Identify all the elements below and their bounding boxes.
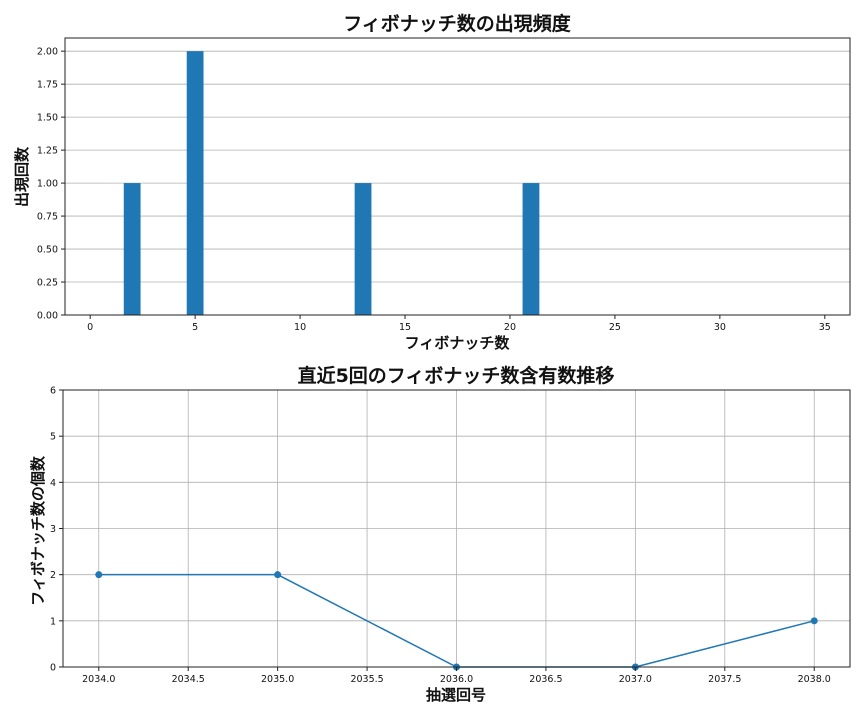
line-chart-y-tick-label: 1 <box>50 616 56 627</box>
bar-chart-x-tick-label: 5 <box>192 322 198 333</box>
line-chart-y-label: フィボナッチ数の個数 <box>29 455 47 606</box>
line-chart-x-tick-label: 2038.0 <box>798 674 831 685</box>
line-chart-y-tick-label: 4 <box>50 478 56 489</box>
bar-chart-x-axis: 0 5 10 15 20 25 30 35 <box>87 315 831 333</box>
bar-chart-y-tick-label: 0.50 <box>37 245 58 256</box>
bar-chart-y-tick-label: 0.00 <box>37 311 58 322</box>
bar-chart-y-tick-label: 0.75 <box>37 212 58 223</box>
line-chart-x-tick-label: 2034.5 <box>172 674 205 685</box>
bar-chart-y-tick-label: 0.25 <box>37 278 58 289</box>
bar-chart-y-label: 出現回数 <box>13 146 31 207</box>
line-chart-x-tick-label: 2037.5 <box>708 674 741 685</box>
line-chart: 直近5回のフィボナッチ数含有数推移 2034.0 2034.5 2035.0 2035… <box>29 364 851 704</box>
line-chart-x-tick-label: 2036.0 <box>440 674 473 685</box>
bar-chart-x-tick-label: 10 <box>294 322 306 333</box>
line-chart-x-axis: 2034.0 2034.5 2035.0 2035.5 2036.0 2036.5 2037… <box>82 667 831 685</box>
line-chart-title: 直近5回のフィボナッチ数含有数推移 <box>298 364 615 387</box>
bar-chart-title: フィボナッチ数の出現頻度 <box>343 12 572 35</box>
line-chart-y-tick-label: 2 <box>50 570 56 581</box>
line-chart-x-tick-label: 2037.0 <box>619 674 652 685</box>
bar <box>522 183 540 315</box>
bar-chart-y-tick-label: 1.50 <box>37 113 58 124</box>
bar-chart-x-tick-label: 25 <box>609 322 621 333</box>
line-chart-x-tick-label: 2035.5 <box>350 674 383 685</box>
bar-chart-x-tick-label: 20 <box>504 322 516 333</box>
line-chart-y-tick-label: 5 <box>50 432 56 443</box>
bar-chart-x-label: フィボナッチ数 <box>405 334 511 352</box>
line-chart-x-tick-label: 2035.0 <box>261 674 294 685</box>
line-chart-y-tick-label: 6 <box>50 386 56 397</box>
bar-chart-x-tick-label: 30 <box>714 322 726 333</box>
bar-chart: フィボナッチ数の出現頻度 0 5 10 15 20 25 30 35 0.00 0.25 0.50… <box>13 12 851 352</box>
bar-chart-bars <box>123 51 540 315</box>
line-chart-x-label: 抽選回号 <box>426 686 486 704</box>
line-chart-grid <box>63 389 850 668</box>
bar-chart-y-tick-label: 2.00 <box>37 47 58 58</box>
bar-chart-y-tick-label: 1.00 <box>37 179 58 190</box>
bar-chart-x-tick-label: 15 <box>399 322 411 333</box>
bar-chart-x-tick-label: 35 <box>819 322 831 333</box>
data-point <box>810 617 818 625</box>
bar-chart-plot-frame <box>64 37 851 316</box>
line-chart-x-tick-label: 2034.0 <box>82 674 115 685</box>
bar-chart-x-tick-label: 0 <box>87 322 93 333</box>
line-chart-x-tick-label: 2036.5 <box>529 674 562 685</box>
line-chart-y-axis: 0 1 2 3 4 5 6 <box>50 386 63 674</box>
line-chart-y-tick-label: 3 <box>50 524 56 535</box>
bar <box>354 183 372 315</box>
data-point <box>95 571 103 579</box>
bar-chart-grid <box>65 50 850 316</box>
bar-chart-y-tick-label: 1.25 <box>37 146 58 157</box>
bar-chart-y-tick-label: 1.75 <box>37 80 58 91</box>
data-point <box>274 571 282 579</box>
bar <box>123 183 141 315</box>
bar-chart-y-axis: 0.00 0.25 0.50 0.75 1.00 1.25 1.50 1.75 2.00 <box>37 47 65 322</box>
line-chart-y-tick-label: 0 <box>50 663 56 674</box>
bar <box>186 51 204 315</box>
